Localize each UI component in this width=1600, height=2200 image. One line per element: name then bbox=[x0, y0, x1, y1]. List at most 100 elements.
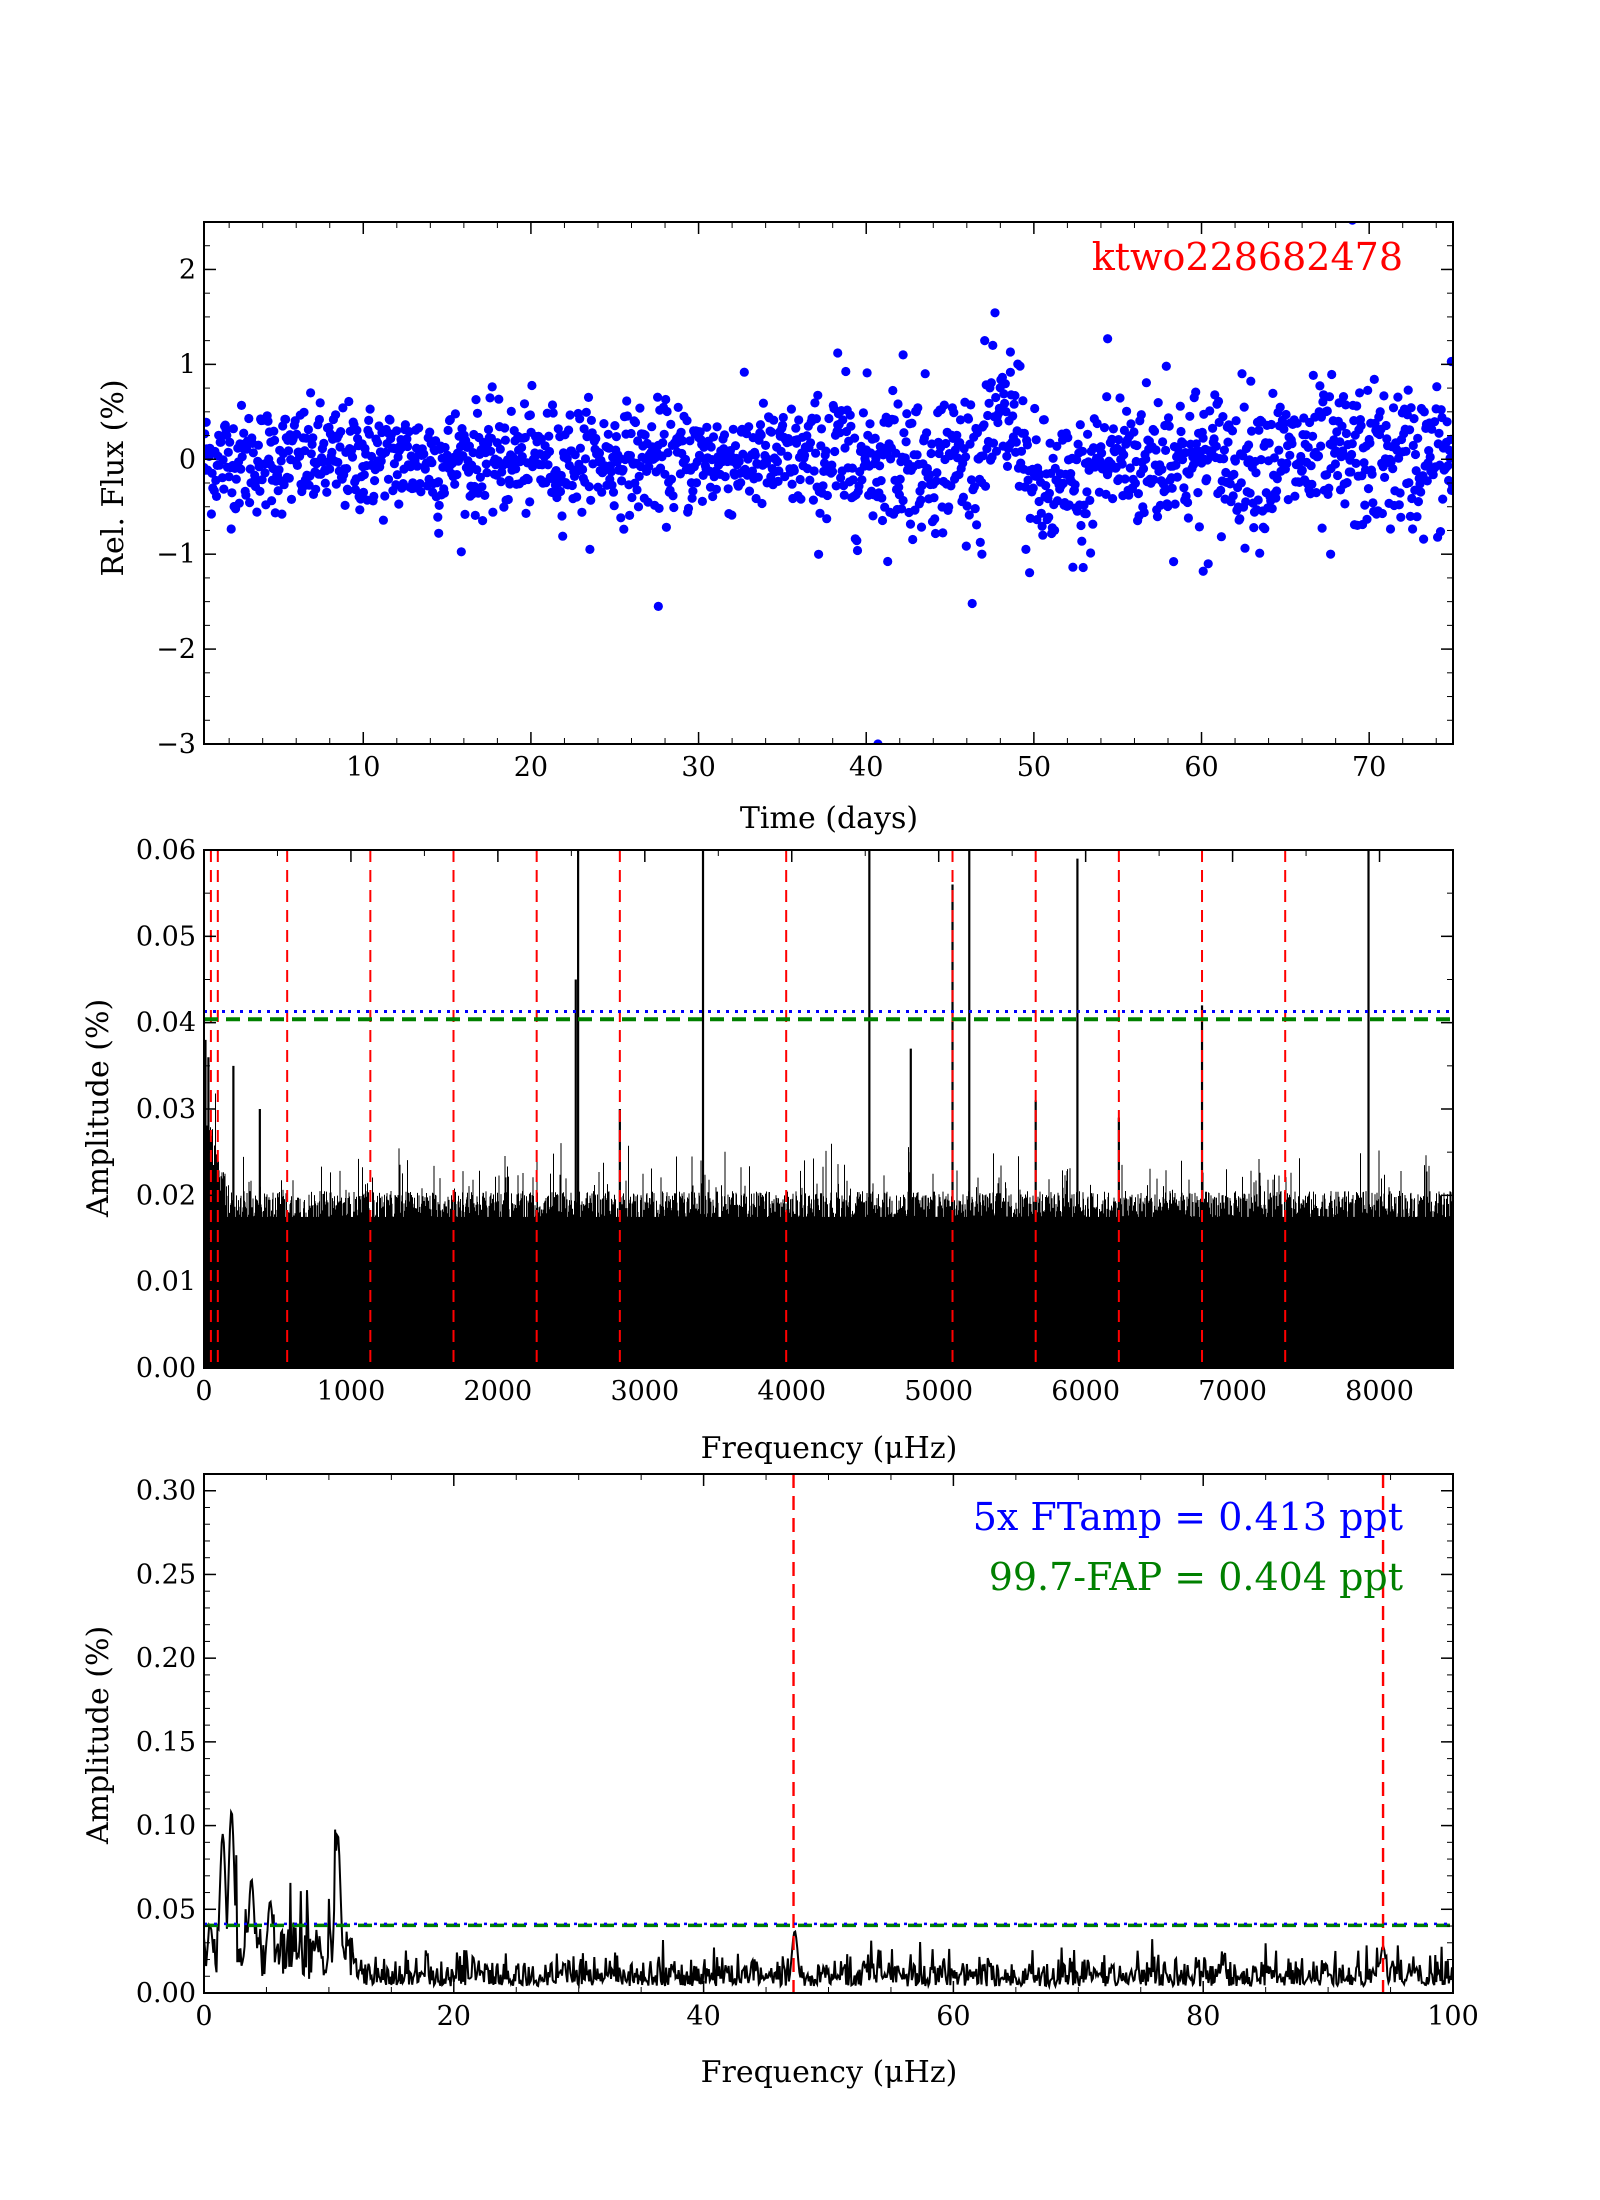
data-point bbox=[1103, 334, 1113, 344]
data-point bbox=[1052, 496, 1063, 506]
data-point bbox=[1408, 524, 1418, 534]
data-point bbox=[1000, 398, 1010, 408]
data-point bbox=[1446, 434, 1453, 444]
data-point bbox=[979, 420, 989, 430]
data-point bbox=[557, 511, 567, 521]
data-point bbox=[893, 399, 903, 409]
data-point bbox=[1255, 548, 1265, 558]
data-point bbox=[555, 486, 566, 497]
data-point bbox=[963, 414, 974, 424]
x-tick-label: 3000 bbox=[610, 1376, 679, 1407]
data-point bbox=[1070, 480, 1080, 490]
data-point bbox=[1153, 398, 1163, 408]
data-point bbox=[616, 513, 626, 523]
data-point bbox=[472, 465, 482, 475]
data-point bbox=[868, 511, 878, 521]
data-point bbox=[227, 488, 237, 498]
data-point bbox=[1287, 439, 1297, 449]
data-point bbox=[1410, 449, 1421, 460]
data-point bbox=[622, 411, 633, 421]
data-point bbox=[750, 450, 761, 460]
data-point bbox=[972, 520, 982, 530]
data-point bbox=[1178, 438, 1188, 449]
x-tick-label: 40 bbox=[686, 2001, 720, 2032]
data-point bbox=[412, 461, 422, 471]
data-point bbox=[1152, 511, 1163, 522]
data-point bbox=[1247, 426, 1257, 436]
data-point bbox=[283, 446, 294, 456]
data-point bbox=[778, 412, 788, 423]
data-point bbox=[482, 468, 492, 478]
data-point bbox=[708, 491, 718, 502]
data-point bbox=[1179, 483, 1189, 493]
data-point bbox=[499, 502, 509, 512]
data-point bbox=[800, 450, 810, 460]
data-point bbox=[1019, 428, 1029, 438]
x-tick-label: 70 bbox=[1352, 752, 1386, 783]
data-point bbox=[967, 598, 977, 609]
data-point bbox=[267, 496, 277, 506]
data-point bbox=[908, 534, 918, 545]
y-tick-label: 0.06 bbox=[136, 835, 196, 866]
low-frequency-panel: 0 20 40 60 80 100 0.00 0.05 0.10 0.15 0.20 0.25 0.30… bbox=[81, 1473, 1479, 2090]
data-point bbox=[525, 410, 536, 420]
data-point bbox=[630, 417, 641, 428]
data-point bbox=[991, 392, 1001, 403]
data-point bbox=[284, 473, 294, 483]
data-point bbox=[1355, 388, 1365, 398]
data-point bbox=[1268, 388, 1278, 398]
data-point bbox=[741, 429, 752, 439]
data-point bbox=[383, 474, 394, 484]
data-point bbox=[786, 404, 797, 414]
data-point bbox=[485, 393, 495, 403]
x-tick-label: 8000 bbox=[1345, 1376, 1414, 1407]
data-point bbox=[1063, 433, 1073, 443]
data-point bbox=[306, 449, 316, 459]
data-point bbox=[625, 510, 635, 520]
x-tick-label: 6000 bbox=[1051, 1376, 1120, 1407]
data-point bbox=[1409, 414, 1419, 424]
data-point bbox=[758, 398, 769, 408]
data-point bbox=[822, 514, 832, 524]
data-point bbox=[245, 498, 255, 508]
data-point bbox=[364, 429, 374, 439]
data-point bbox=[898, 350, 908, 360]
data-point bbox=[1430, 417, 1440, 427]
data-point bbox=[1447, 480, 1453, 490]
data-point bbox=[400, 420, 410, 430]
data-point bbox=[1163, 413, 1174, 423]
data-point bbox=[949, 408, 959, 418]
data-point bbox=[1163, 501, 1173, 512]
data-point bbox=[231, 474, 241, 484]
data-point bbox=[495, 444, 505, 454]
data-point bbox=[347, 452, 358, 462]
data-point bbox=[888, 385, 898, 396]
data-point bbox=[372, 438, 383, 448]
data-point bbox=[1141, 378, 1151, 388]
data-point bbox=[897, 504, 907, 514]
data-point bbox=[548, 408, 558, 418]
data-point bbox=[653, 601, 663, 611]
data-point bbox=[1338, 446, 1348, 456]
data-point bbox=[883, 556, 893, 567]
data-point bbox=[666, 419, 676, 429]
data-point bbox=[211, 491, 222, 501]
data-point bbox=[496, 477, 506, 487]
data-point bbox=[736, 478, 746, 488]
data-point bbox=[685, 436, 695, 446]
data-point bbox=[728, 424, 738, 434]
data-point bbox=[845, 410, 855, 420]
data-point bbox=[1136, 410, 1146, 420]
data-point bbox=[488, 507, 498, 517]
data-point bbox=[1379, 391, 1389, 401]
data-point bbox=[669, 502, 679, 513]
data-point bbox=[1394, 500, 1404, 510]
data-point bbox=[306, 388, 316, 398]
data-point bbox=[553, 424, 563, 434]
data-point bbox=[808, 495, 819, 505]
data-point bbox=[1177, 455, 1188, 465]
data-point bbox=[1386, 456, 1396, 467]
data-point bbox=[1193, 488, 1203, 498]
data-point bbox=[1281, 409, 1291, 420]
